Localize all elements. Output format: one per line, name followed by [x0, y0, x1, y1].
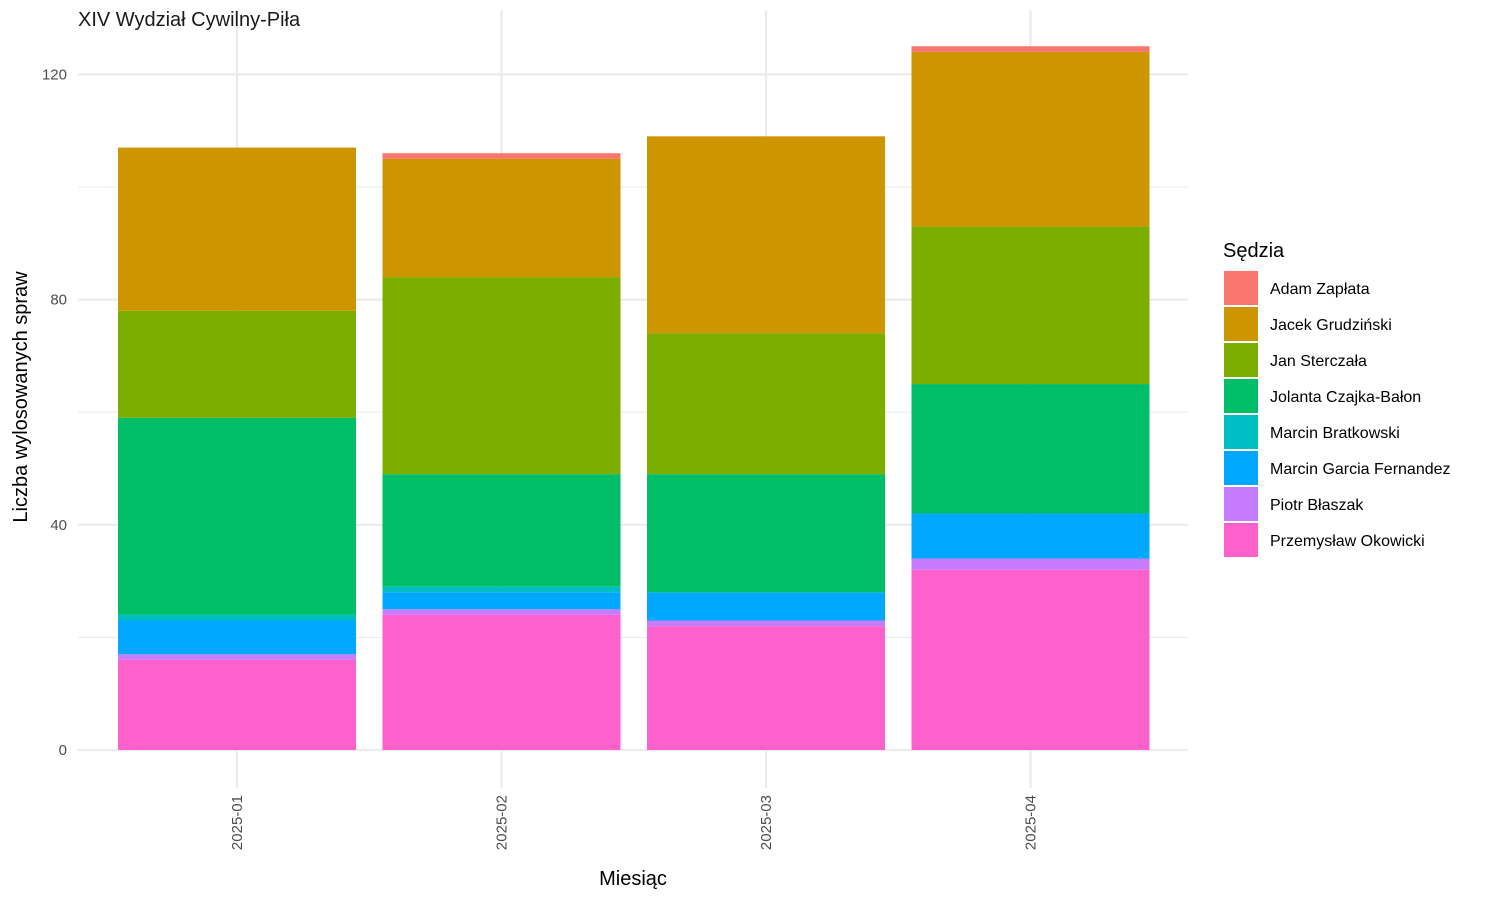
legend-items: Adam Zapłata Jacek Grudziński Jan Sterczał… — [1224, 271, 1451, 557]
bar-segment — [118, 310, 356, 418]
bar-segment — [647, 333, 885, 475]
bar-segment — [382, 614, 621, 750]
y-tick-label: 120 — [42, 66, 67, 83]
bar-segment — [911, 513, 1150, 559]
legend: Sędzia Adam Zapłata Jacek Grudziński Jan S… — [1223, 240, 1451, 557]
legend-item: Przemysław Okowicki — [1224, 523, 1425, 557]
bar-segment — [382, 592, 621, 610]
legend-item: Piotr Błaszak — [1224, 487, 1364, 521]
legend-label: Jan Sterczała — [1270, 353, 1367, 370]
legend-swatch — [1224, 343, 1258, 377]
x-axis-title: Miesiąc — [599, 868, 667, 890]
x-axis-ticks: 2025-01 2025-02 2025-03 2025-04 — [229, 795, 1040, 850]
legend-title: Sędzia — [1223, 240, 1285, 262]
y-axis-ticks: 0 40 80 120 — [42, 66, 67, 759]
bar-segment — [911, 46, 1150, 52]
bar-segment — [118, 417, 356, 615]
bar-segment — [118, 654, 356, 660]
bar-segment — [911, 51, 1150, 227]
legend-item: Jolanta Czajka-Bałon — [1224, 379, 1421, 413]
legend-label: Jacek Grudziński — [1270, 317, 1392, 334]
legend-swatch — [1224, 307, 1258, 341]
legend-label: Przemysław Okowicki — [1270, 533, 1425, 550]
legend-item: Marcin Garcia Fernandez — [1224, 451, 1451, 485]
legend-swatch — [1224, 487, 1258, 521]
bar-segment — [647, 136, 885, 334]
bar-segment — [647, 626, 885, 750]
bar-segment — [382, 586, 621, 593]
bar-segment — [382, 609, 621, 615]
bar-segment — [118, 659, 356, 750]
bar-segment — [911, 384, 1150, 514]
bar-segment — [382, 153, 621, 159]
bar-segment — [911, 569, 1150, 750]
legend-swatch — [1224, 415, 1258, 449]
y-tick-label: 0 — [59, 742, 67, 759]
y-tick-label: 40 — [50, 517, 67, 534]
legend-item: Adam Zapłata — [1224, 271, 1370, 305]
legend-label: Marcin Garcia Fernandez — [1270, 461, 1451, 478]
legend-swatch — [1224, 271, 1258, 305]
bar-segment — [382, 277, 621, 475]
legend-label: Piotr Błaszak — [1270, 497, 1364, 514]
legend-item: Marcin Bratkowski — [1224, 415, 1400, 449]
legend-swatch — [1224, 451, 1258, 485]
x-tick-label: 2025-03 — [758, 795, 775, 850]
bar-segment — [382, 158, 621, 278]
bars — [118, 46, 1150, 750]
y-tick-label: 80 — [50, 292, 67, 309]
bar-segment — [911, 226, 1150, 385]
bar-segment — [911, 558, 1150, 570]
y-axis-title: Liczba wylosowanych spraw — [10, 271, 32, 523]
bar-segment — [647, 474, 885, 593]
bar-segment — [118, 147, 356, 311]
bar-segment — [382, 474, 621, 587]
legend-item: Jan Sterczała — [1224, 343, 1367, 377]
bar-segment — [118, 614, 356, 621]
x-tick-label: 2025-02 — [494, 795, 511, 850]
legend-swatch — [1224, 379, 1258, 413]
legend-item: Jacek Grudziński — [1224, 307, 1392, 341]
bar-segment — [647, 592, 885, 621]
chart-title: XIV Wydział Cywilny-Piła — [78, 9, 301, 31]
legend-label: Adam Zapłata — [1270, 281, 1370, 298]
legend-label: Marcin Bratkowski — [1270, 425, 1400, 442]
x-tick-label: 2025-04 — [1023, 795, 1040, 850]
legend-swatch — [1224, 523, 1258, 557]
x-tick-label: 2025-01 — [229, 795, 246, 850]
bar-segment — [647, 620, 885, 627]
legend-label: Jolanta Czajka-Bałon — [1270, 389, 1421, 406]
bar-segment — [118, 620, 356, 655]
